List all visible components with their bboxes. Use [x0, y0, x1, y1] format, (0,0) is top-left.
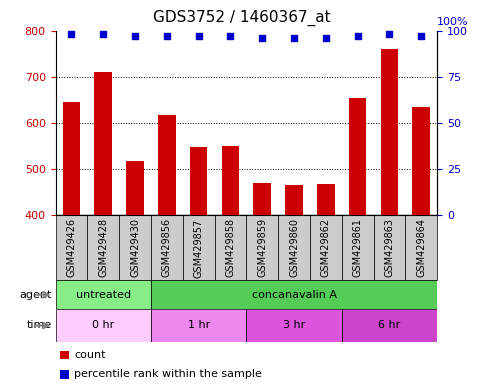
- Bar: [63, 102, 80, 215]
- Bar: [126, 161, 144, 215]
- Text: concanavalin A: concanavalin A: [252, 290, 337, 300]
- Text: GSM429428: GSM429428: [98, 218, 108, 277]
- Bar: [222, 146, 239, 215]
- Text: GSM429860: GSM429860: [289, 218, 299, 277]
- Text: 6 hr: 6 hr: [378, 320, 400, 331]
- Text: untreated: untreated: [76, 290, 131, 300]
- Text: percentile rank within the sample: percentile rank within the sample: [74, 369, 262, 379]
- Point: [131, 33, 139, 39]
- Bar: [317, 184, 335, 215]
- Text: GSM429864: GSM429864: [416, 218, 426, 277]
- Text: GSM429426: GSM429426: [67, 218, 76, 277]
- Bar: [405, 215, 437, 280]
- Point: [99, 31, 107, 38]
- Point: [290, 35, 298, 41]
- Text: agent: agent: [19, 290, 52, 300]
- Point: [354, 33, 361, 39]
- Bar: [285, 185, 303, 215]
- Bar: [119, 215, 151, 280]
- Bar: [56, 280, 151, 309]
- Bar: [381, 49, 398, 215]
- Bar: [342, 215, 373, 280]
- Bar: [310, 215, 342, 280]
- Bar: [56, 215, 87, 280]
- Bar: [349, 98, 367, 215]
- Bar: [342, 309, 437, 342]
- Bar: [214, 215, 246, 280]
- Bar: [190, 147, 207, 215]
- Bar: [87, 215, 119, 280]
- Bar: [183, 215, 214, 280]
- Text: GSM429858: GSM429858: [226, 218, 235, 277]
- Text: 3 hr: 3 hr: [283, 320, 305, 331]
- Text: 1 hr: 1 hr: [187, 320, 210, 331]
- Text: time: time: [27, 320, 52, 331]
- Bar: [151, 280, 437, 309]
- Point: [163, 33, 170, 39]
- Text: GSM429430: GSM429430: [130, 218, 140, 277]
- Point: [322, 35, 330, 41]
- Bar: [95, 72, 112, 215]
- Text: GDS3752 / 1460367_at: GDS3752 / 1460367_at: [153, 10, 330, 26]
- Bar: [151, 309, 246, 342]
- Bar: [412, 107, 430, 215]
- Text: GSM429856: GSM429856: [162, 218, 172, 277]
- Text: GSM429857: GSM429857: [194, 218, 204, 278]
- Point: [195, 33, 202, 39]
- Point: [227, 33, 234, 39]
- Text: count: count: [74, 350, 105, 360]
- Point: [417, 33, 425, 39]
- Bar: [56, 309, 151, 342]
- Text: GSM429859: GSM429859: [257, 218, 267, 277]
- Bar: [254, 183, 271, 215]
- Text: 0 hr: 0 hr: [92, 320, 114, 331]
- Point: [258, 35, 266, 41]
- Text: 100%: 100%: [437, 17, 469, 27]
- Bar: [246, 215, 278, 280]
- Text: GSM429862: GSM429862: [321, 218, 331, 277]
- Bar: [278, 215, 310, 280]
- Text: GSM429861: GSM429861: [353, 218, 363, 277]
- Bar: [158, 115, 176, 215]
- Text: GSM429863: GSM429863: [384, 218, 395, 277]
- Bar: [373, 215, 405, 280]
- Bar: [151, 215, 183, 280]
- Bar: [246, 309, 342, 342]
- Point: [385, 31, 393, 38]
- Point: [68, 31, 75, 38]
